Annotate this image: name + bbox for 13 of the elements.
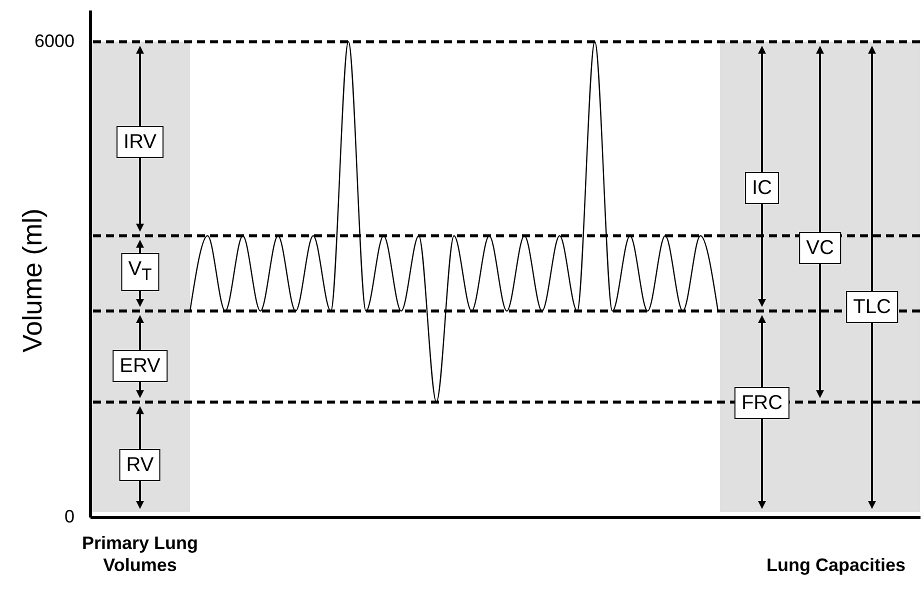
text: Lung Capacities: [766, 554, 906, 576]
text: ERV: [112, 350, 168, 382]
text: IRV: [116, 126, 164, 158]
text: Primary Lung Volumes: [80, 532, 200, 576]
y-tick-label: 6000: [34, 31, 74, 52]
y-tick-label: 0: [64, 506, 74, 526]
text: FRC: [734, 387, 790, 419]
text: TLC: [846, 291, 898, 323]
text: RV: [119, 449, 161, 481]
text: IC: [745, 172, 779, 204]
text: V$_{T}$: [121, 253, 159, 291]
text: VC: [799, 232, 841, 264]
y-axis-title: Volume (ml): [18, 208, 48, 353]
